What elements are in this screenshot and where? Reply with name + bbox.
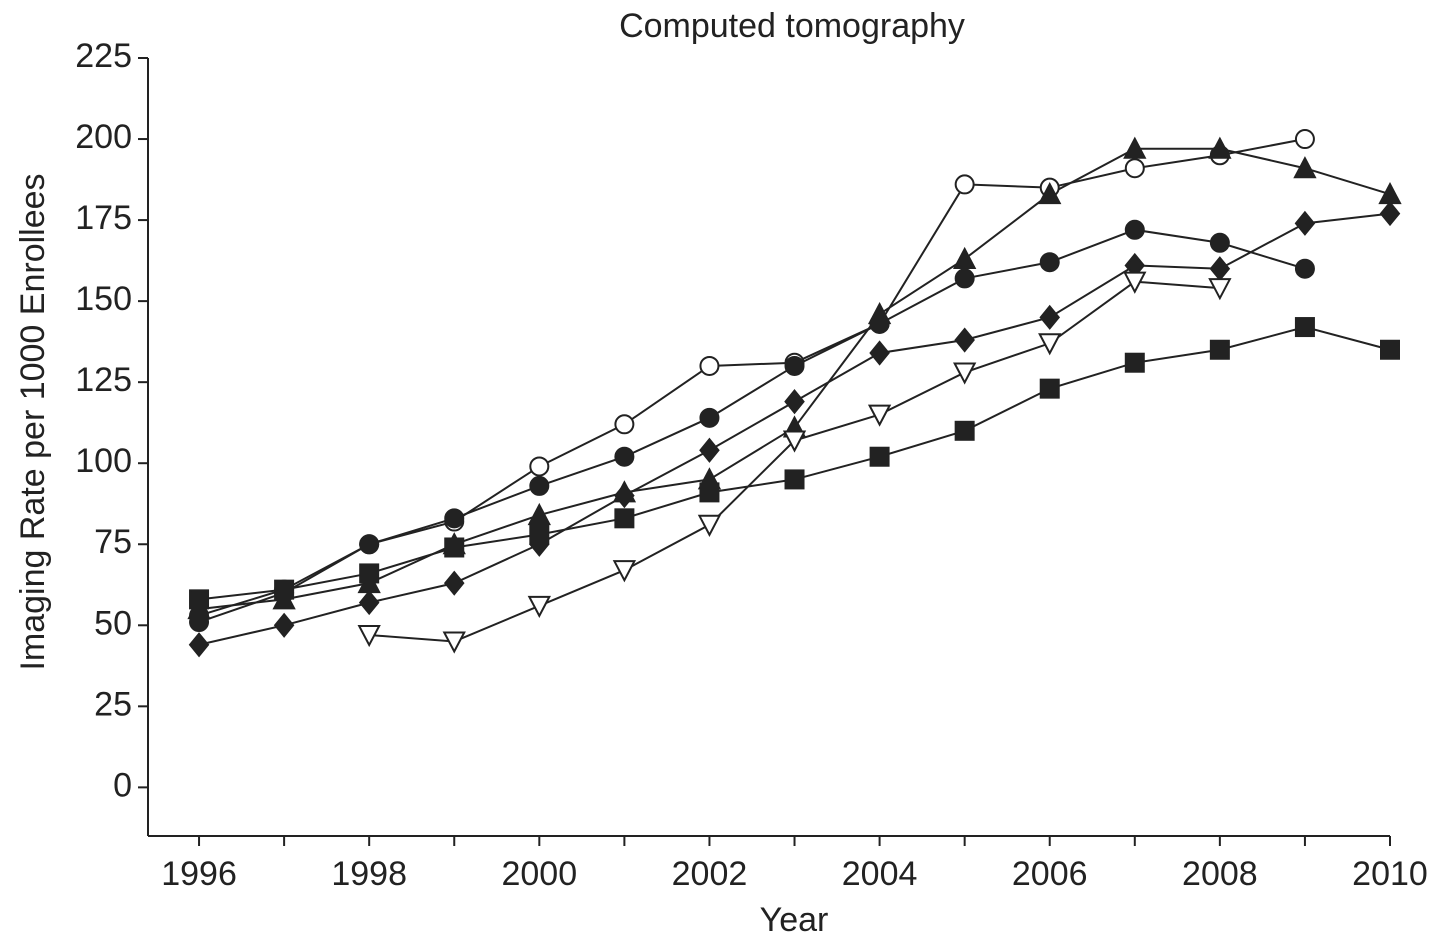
marker xyxy=(1124,158,1145,179)
y-tick-label: 25 xyxy=(94,685,132,723)
y-tick-label: 50 xyxy=(94,604,132,642)
marker xyxy=(1293,156,1317,179)
marker xyxy=(614,446,635,467)
marker xyxy=(357,625,381,648)
marker xyxy=(1123,271,1147,294)
marker xyxy=(699,437,720,463)
marker xyxy=(358,590,380,616)
x-tick-label: 2008 xyxy=(1182,855,1258,893)
marker xyxy=(1294,129,1315,150)
marker xyxy=(442,631,466,654)
x-axis-label: Year xyxy=(760,901,829,939)
marker xyxy=(273,612,295,638)
y-tick-label: 75 xyxy=(94,523,132,561)
marker xyxy=(784,469,805,490)
marker xyxy=(1294,210,1316,236)
marker xyxy=(1209,232,1230,253)
marker xyxy=(359,563,380,584)
marker xyxy=(1039,252,1060,273)
marker xyxy=(1124,219,1145,240)
marker xyxy=(1038,333,1062,356)
series-line xyxy=(369,280,1220,643)
marker xyxy=(359,534,380,555)
marker xyxy=(1380,339,1400,360)
x-tick-label: 2004 xyxy=(842,855,918,893)
y-axis-label: Imaging Rate per 1000 Enrollees xyxy=(14,173,52,670)
marker xyxy=(953,246,977,269)
marker xyxy=(529,456,550,477)
marker xyxy=(867,301,892,325)
marker xyxy=(1208,278,1232,301)
marker xyxy=(274,579,295,600)
marker xyxy=(614,508,635,529)
marker xyxy=(697,514,722,537)
marker xyxy=(527,595,551,618)
marker xyxy=(954,420,975,441)
marker xyxy=(1209,256,1231,282)
y-tick-label: 225 xyxy=(75,37,132,75)
y-tick-label: 150 xyxy=(75,280,132,318)
x-tick-label: 1996 xyxy=(161,855,237,893)
marker xyxy=(1379,201,1401,227)
marker xyxy=(614,414,635,435)
marker xyxy=(1209,339,1230,360)
marker xyxy=(444,508,465,529)
y-tick-label: 200 xyxy=(75,118,132,156)
marker xyxy=(699,355,720,376)
x-tick-label: 1998 xyxy=(331,855,407,893)
marker xyxy=(869,340,890,366)
marker xyxy=(782,430,807,453)
marker xyxy=(1208,136,1232,159)
marker xyxy=(953,362,977,385)
marker xyxy=(529,524,550,545)
marker xyxy=(527,502,551,526)
y-tick-label: 175 xyxy=(75,199,132,237)
chart-title: Computed tomography xyxy=(619,7,965,45)
marker xyxy=(1294,317,1315,338)
marker xyxy=(1294,258,1315,279)
marker xyxy=(869,446,890,467)
x-tick-label: 2006 xyxy=(1012,855,1088,893)
marker xyxy=(614,483,635,509)
marker xyxy=(1378,182,1402,205)
marker xyxy=(529,475,550,496)
marker xyxy=(444,537,465,558)
x-tick-label: 2010 xyxy=(1352,855,1428,893)
marker xyxy=(1124,352,1145,373)
marker xyxy=(954,174,975,195)
marker xyxy=(612,560,637,583)
series-line xyxy=(198,228,1306,623)
marker xyxy=(699,407,720,428)
marker xyxy=(954,268,975,289)
y-tick-label: 100 xyxy=(75,442,132,480)
marker xyxy=(1039,304,1061,330)
y-tick-label: 125 xyxy=(75,361,132,399)
marker xyxy=(867,404,892,427)
marker xyxy=(1123,136,1147,159)
marker xyxy=(189,589,210,610)
marker xyxy=(443,570,465,596)
marker xyxy=(784,355,805,376)
marker xyxy=(1038,182,1062,205)
x-tick-label: 2000 xyxy=(501,855,577,893)
marker xyxy=(1039,378,1060,399)
y-tick-label: 0 xyxy=(113,766,132,804)
marker xyxy=(954,327,975,353)
x-tick-label: 2002 xyxy=(672,855,748,893)
marker xyxy=(784,389,805,415)
marker xyxy=(699,482,720,503)
marker xyxy=(188,632,210,658)
